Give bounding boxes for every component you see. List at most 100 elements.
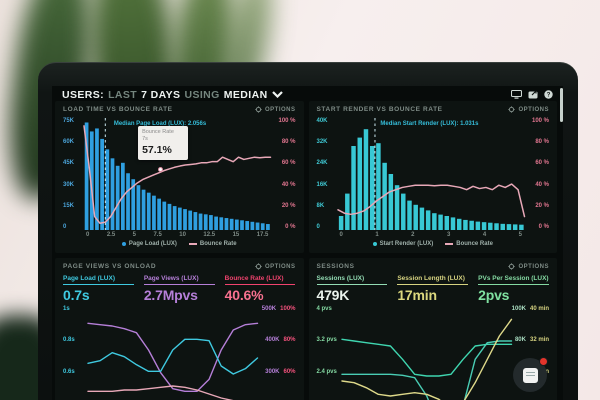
axis-label: 0 % <box>285 223 296 230</box>
metric-label: Session Length (LUX) <box>397 275 469 285</box>
header-segment: 7 DAYS <box>141 88 181 101</box>
svg-text:?: ? <box>547 92 551 99</box>
options-button[interactable]: OPTIONS <box>255 106 296 113</box>
metric-value: 2pvs <box>478 287 510 303</box>
options-button[interactable]: OPTIONS <box>255 263 296 270</box>
axis-label: 8K <box>316 202 325 209</box>
axis-label: 40 % <box>281 181 296 188</box>
axis-label: 40 % <box>535 181 549 188</box>
help-icon[interactable]: ? <box>544 90 553 99</box>
axis-label: 1s <box>63 306 70 312</box>
metric-pvs-per-session: PVs Per Session (LUX) 2pvs <box>478 275 549 303</box>
axis-label: 3 <box>446 232 451 238</box>
axis-label: 40K <box>316 118 328 124</box>
axis-label: 1 <box>375 232 379 238</box>
axis-label: 60 % <box>281 160 296 167</box>
header-segment: USERS: <box>62 88 105 101</box>
axis-label: 400K 80% <box>265 337 296 344</box>
axis-label: 0 <box>316 223 320 230</box>
y-axis-right: 100 % 80 % 60 % 40 % 20 % 0 % <box>524 118 549 230</box>
axis-label: 4 <box>482 232 487 238</box>
axis-label: 2.5 <box>106 232 116 238</box>
sessions-chart <box>342 306 512 400</box>
axis-label: 2 <box>411 232 415 238</box>
axis-label: 0.8s <box>63 337 75 344</box>
axis-label: 32K <box>316 139 328 146</box>
panel-title: PAGE VIEWS VS ONLOAD <box>63 263 157 270</box>
axis-label: 0 <box>63 223 67 230</box>
axis-label: 0 % <box>538 223 549 230</box>
page-views-chart <box>88 306 258 400</box>
display-icon[interactable] <box>511 90 522 99</box>
metric-label: Page Views (LUX) <box>143 275 215 285</box>
y-axis-left: 1s0.8s0.6s0.4s <box>63 306 88 400</box>
axis-label: 75K <box>63 118 75 124</box>
page-scrollbar[interactable] <box>560 88 563 122</box>
axis-label: 2.4 pvs <box>316 368 337 375</box>
x-axis: 0 2.5 5 7.5 10 12.5 15 17.5 <box>63 230 296 238</box>
legend-item[interactable]: Page Load (LUX) <box>121 241 177 247</box>
gear-icon <box>508 106 516 113</box>
y-axis-left: 75K 60K 45K 30K 15K 0 <box>63 118 84 230</box>
axis-label: 300K 60% <box>265 368 296 375</box>
users-filter-dropdown[interactable]: USERS: LAST 7 DAYS USING MEDIAN <box>62 89 283 101</box>
tooltip-series: Bounce Rate <box>142 128 174 135</box>
chart-tooltip: Bounce Rate 7s 57.1% <box>138 125 189 160</box>
share-icon[interactable] <box>528 90 538 99</box>
gear-icon <box>508 263 516 270</box>
gear-icon <box>255 263 262 270</box>
laptop: USERS: LAST 7 DAYS USING MEDIAN <box>38 62 578 400</box>
panel-start-render: START RENDER VS BOUNCE RATE OPTIONS 40K 3… <box>308 101 557 253</box>
metric-label: Page Load (LUX) <box>63 275 134 285</box>
load-time-chart: Median Page Load (LUX): 2.056s Bounce Ra… <box>84 118 271 230</box>
median-marker-label: Median Page Load (LUX): 2.056s <box>113 121 207 128</box>
axis-label: 16K <box>316 181 328 188</box>
panel-page-views: PAGE VIEWS VS ONLOAD OPTIONS Page Load (… <box>55 258 304 400</box>
axis-label: 20 % <box>535 202 549 209</box>
metric-value: 479K <box>316 287 350 303</box>
metric-bounce-rate: Bounce Rate (LUX) 40.6% <box>224 275 296 303</box>
axis-label: 500K 100% <box>261 306 296 312</box>
metric-page-views: Page Views (LUX) 2.7Mpvs <box>143 275 215 303</box>
axis-label: 0.6s <box>63 368 75 375</box>
axis-label: 5 <box>518 232 522 238</box>
axis-label: 24K <box>316 160 328 167</box>
metric-page-load: Page Load (LUX) 0.7s <box>63 275 134 303</box>
median-marker-label: Median Start Render (LUX): 1.031s <box>380 121 479 128</box>
options-button[interactable]: OPTIONS <box>508 106 549 113</box>
axis-label: 15 <box>232 232 240 238</box>
options-button[interactable]: OPTIONS <box>508 263 549 270</box>
y-axis-left: 40K 32K 24K 16K 8K 0 <box>317 118 338 230</box>
header-segment: LAST <box>108 88 138 101</box>
axis-label: 100K 40 min <box>511 306 549 312</box>
axis-label: 60 % <box>535 160 549 167</box>
axis-label: 100 % <box>531 118 549 124</box>
header-segment: MEDIAN <box>223 88 268 101</box>
legend-item[interactable]: Start Render (LUX) <box>372 241 433 247</box>
dashboard-screen: USERS: LAST 7 DAYS USING MEDIAN <box>52 86 563 400</box>
axis-label: 100 % <box>278 118 296 124</box>
legend-item[interactable]: Bounce Rate <box>445 241 493 247</box>
metric-value: 2.7Mpvs <box>143 287 198 303</box>
axis-label: 30K <box>63 181 75 188</box>
metric-label: Bounce Rate (LUX) <box>224 275 296 285</box>
notification-badge <box>539 357 548 366</box>
notifications-widget-button[interactable] <box>513 357 548 392</box>
axis-label: 12.5 <box>203 232 216 238</box>
y-axis-right: 100 % 80 % 60 % 40 % 20 % 0 % <box>271 118 296 230</box>
header-segment: USING <box>184 88 220 101</box>
gear-icon <box>255 106 262 113</box>
axis-label: 0 <box>86 232 90 238</box>
legend-dot-icon <box>121 242 126 246</box>
axis-label: 3.2 pvs <box>316 337 337 344</box>
tooltip-x: 7s <box>142 135 148 142</box>
metric-label: Sessions (LUX) <box>316 275 388 285</box>
notepad-icon <box>522 367 538 383</box>
axis-label: 17.5 <box>256 232 269 238</box>
chevron-down-icon <box>271 91 283 98</box>
legend-item[interactable]: Bounce Rate <box>188 241 237 247</box>
axis-label: 80 % <box>281 139 296 146</box>
legend-line-icon <box>188 243 197 245</box>
